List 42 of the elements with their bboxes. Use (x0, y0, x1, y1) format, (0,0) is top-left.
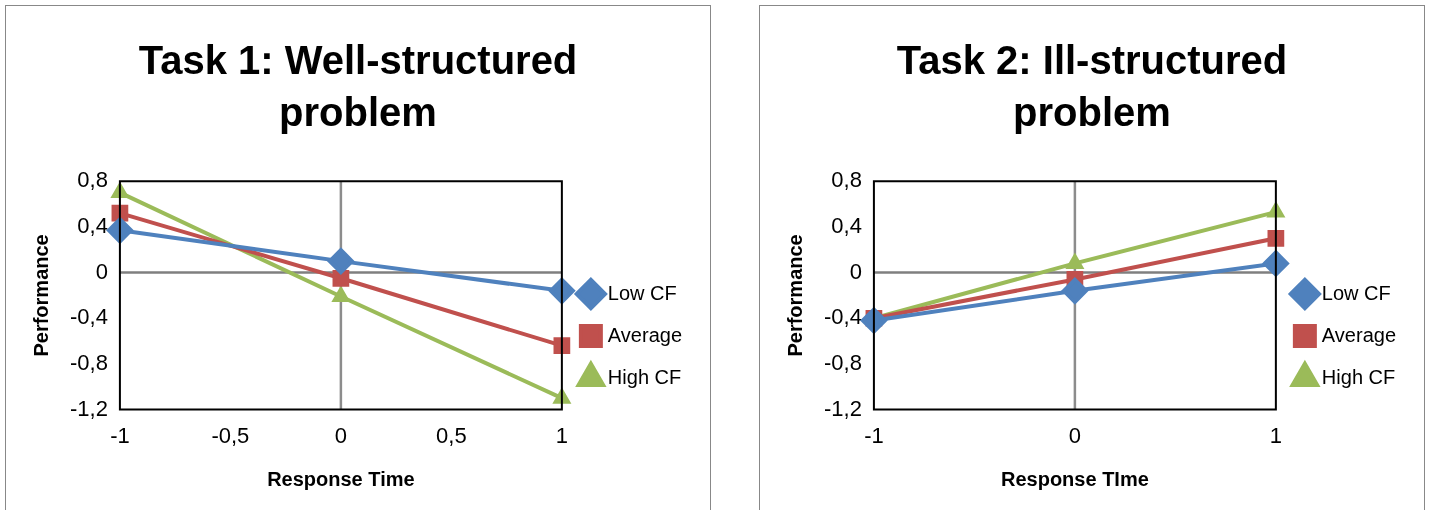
y-tick-label: 0,4 (831, 212, 862, 238)
point (332, 269, 350, 287)
point (553, 389, 570, 404)
y-tick-label: -0,8 (823, 349, 862, 375)
y-tick-label: -0,4 (823, 304, 862, 330)
legend-label: High CF (1321, 365, 1396, 388)
y-axis-title: Performance (783, 234, 806, 357)
point (1061, 277, 1088, 304)
point (106, 217, 133, 244)
y-tick-label: -0,8 (69, 349, 108, 375)
x-tick-label: -1 (864, 422, 884, 448)
point (111, 183, 128, 199)
y-tick-label: 0 (849, 258, 862, 284)
chart-title: Task 2: Ill-structured problem (895, 37, 1289, 136)
chart-title: Task 1: Well-structured problem (137, 37, 579, 136)
legend-label: High CF (607, 365, 682, 388)
legend-label: Low CF (607, 281, 677, 304)
point (1267, 229, 1285, 247)
point (327, 248, 354, 275)
x-axis-title: Response TIme (1000, 467, 1149, 490)
y-tick-label: 0,8 (831, 167, 862, 193)
x-tick-label: 0 (334, 422, 348, 448)
x-tick-label: 0 (1068, 422, 1082, 448)
point (332, 287, 349, 303)
legend-label: Average (1321, 323, 1397, 346)
y-tick-label: -0,4 (69, 304, 108, 330)
legend-label: Average (607, 323, 683, 346)
x-axis-title: Response Time (267, 467, 415, 490)
x-tick-label: 0,5 (436, 422, 467, 448)
point (1262, 250, 1289, 277)
y-axis-title: Performance (29, 234, 52, 357)
y-tick-label: -1,2 (823, 395, 862, 421)
y-tick-label: 0,8 (77, 167, 108, 193)
legend-label: Low CF (1321, 281, 1391, 304)
x-tick-label: 1 (1269, 422, 1282, 448)
y-tick-label: 0 (95, 258, 108, 284)
x-tick-label: -0,5 (211, 422, 250, 448)
y-tick-label: -1,2 (69, 395, 108, 421)
point (553, 337, 571, 355)
x-tick-label: 1 (555, 422, 568, 448)
y-tick-label: 0,4 (77, 212, 108, 238)
x-tick-label: -1 (110, 422, 130, 448)
